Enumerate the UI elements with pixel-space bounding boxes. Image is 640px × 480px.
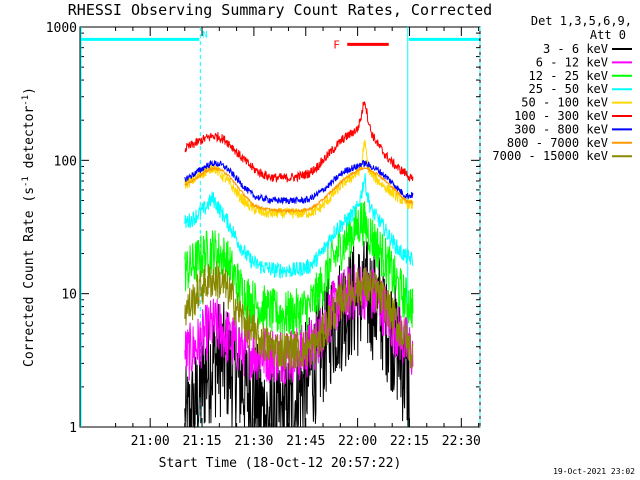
series-line	[184, 101, 414, 183]
x-tick-label: 21:00	[131, 434, 170, 449]
night-marker-label: N	[202, 30, 207, 40]
axis-ticks: 21:00 21:15 21:30 21:45 22:00 22:15 22:30 1 10 10…	[46, 21, 481, 449]
legend-header-line-1: Det 1,3,5,6,9,	[531, 14, 632, 28]
y-tick-label: 100	[54, 154, 77, 169]
series-line	[184, 173, 414, 279]
series-line	[184, 201, 414, 336]
y-tick-label: 1	[69, 421, 77, 436]
series-line	[184, 159, 414, 205]
x-tick-label: 21:45	[286, 434, 325, 449]
legend-entry-label: 25 - 50 keV	[529, 82, 608, 96]
plot-frame	[79, 26, 481, 428]
x-tick-label: 22:15	[390, 434, 429, 449]
x-tick-label: 22:00	[338, 434, 377, 449]
legend-entry-label: 12 - 25 keV	[529, 69, 608, 83]
legend-entry-label: 100 - 300 keV	[514, 109, 608, 123]
legend-entry-label: 3 - 6 keV	[543, 42, 608, 56]
chart-title: RHESSI Observing Summary Count Rates, Co…	[68, 1, 492, 19]
y-tick-label: 10	[61, 288, 77, 303]
series-lines	[184, 101, 414, 429]
x-axis-label: Start Time (18-Oct-12 20:57:22)	[159, 456, 402, 471]
timestamp: 19-Oct-2021 23:02	[553, 467, 635, 476]
interval-markers: NF	[80, 27, 481, 427]
legend-entry-label: 50 - 100 keV	[521, 96, 608, 110]
x-tick-label: 21:30	[234, 434, 273, 449]
legend-entry-label: 300 - 800 keV	[514, 122, 608, 136]
x-tick-label: 22:30	[442, 434, 481, 449]
legend-entry-label: 7000 - 15000 keV	[492, 149, 608, 163]
legend-entry-label: 6 - 12 keV	[536, 55, 608, 69]
flare-marker-label: F	[333, 38, 340, 51]
legend-entry-label: 800 - 7000 keV	[507, 136, 608, 150]
x-tick-label: 21:15	[182, 434, 221, 449]
series-line	[184, 261, 414, 370]
y-axis-label: Corrected Count Rate (s-1 detector-1)	[21, 87, 37, 367]
legend-header-line-2: Att 0	[590, 28, 626, 42]
series-line	[184, 166, 414, 214]
y-tick-label: 1000	[46, 21, 77, 36]
